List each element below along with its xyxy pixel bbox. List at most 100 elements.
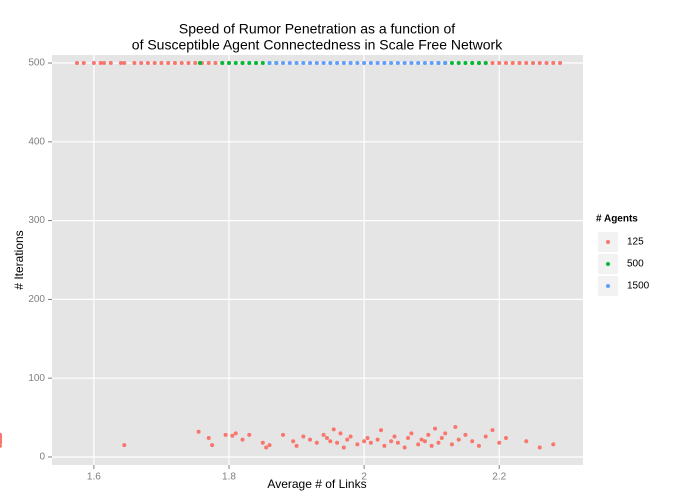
point	[210, 443, 215, 448]
point	[145, 61, 150, 66]
point	[108, 61, 113, 66]
point	[287, 61, 292, 66]
point	[0, 436, 2, 441]
point	[463, 432, 468, 437]
point	[375, 61, 380, 66]
point	[267, 443, 272, 448]
point	[260, 61, 265, 66]
x-axis-label: Average # of Links	[267, 477, 366, 491]
x-tick-label: 2.2	[492, 472, 506, 483]
point	[328, 439, 333, 444]
point	[301, 61, 306, 66]
point	[179, 61, 184, 66]
legend-marker	[606, 240, 610, 244]
legend-marker	[606, 284, 610, 288]
y-tick-label: 300	[28, 215, 45, 226]
point	[433, 426, 438, 431]
point	[402, 445, 407, 450]
point	[426, 432, 431, 437]
point	[419, 437, 424, 442]
point	[193, 61, 198, 66]
point	[524, 61, 529, 66]
point	[321, 61, 326, 66]
point	[331, 427, 336, 432]
point	[172, 61, 177, 66]
point	[0, 432, 2, 437]
point	[274, 61, 279, 66]
point	[74, 61, 79, 66]
y-tick-label: 500	[28, 58, 45, 69]
point	[345, 437, 350, 442]
point	[220, 61, 225, 66]
point	[132, 61, 137, 66]
point	[233, 61, 238, 66]
point	[0, 443, 2, 448]
point	[368, 61, 373, 66]
point	[335, 61, 340, 66]
point	[402, 61, 407, 66]
point	[389, 439, 394, 444]
point	[443, 431, 448, 436]
point	[362, 439, 367, 444]
point	[449, 442, 454, 447]
point	[406, 436, 411, 441]
point	[439, 436, 444, 441]
x-tick-label: 1.6	[87, 472, 101, 483]
point	[348, 434, 353, 439]
point	[196, 429, 201, 434]
point	[308, 61, 313, 66]
x-tick-label: 2	[361, 472, 367, 483]
point	[341, 61, 346, 66]
point	[355, 442, 360, 447]
point	[281, 61, 286, 66]
point	[395, 440, 400, 445]
point	[416, 61, 421, 66]
point	[470, 439, 475, 444]
point	[503, 436, 508, 441]
point	[551, 442, 556, 447]
point	[254, 61, 259, 66]
point	[166, 61, 171, 66]
point	[449, 61, 454, 66]
point	[524, 439, 529, 444]
point	[365, 436, 370, 441]
point	[429, 443, 434, 448]
point	[436, 61, 441, 66]
point	[510, 61, 515, 66]
legend-label: 500	[627, 259, 644, 270]
point	[159, 61, 164, 66]
point	[443, 61, 448, 66]
point	[324, 436, 329, 441]
legend-label: 1500	[627, 281, 650, 292]
point	[197, 61, 202, 66]
point	[355, 61, 360, 66]
point	[422, 61, 427, 66]
point	[537, 61, 542, 66]
point	[503, 61, 508, 66]
point	[531, 61, 536, 66]
point	[483, 434, 488, 439]
point	[301, 434, 306, 439]
y-tick-label: 400	[28, 136, 45, 147]
point	[392, 434, 397, 439]
point	[247, 61, 252, 66]
point	[382, 61, 387, 66]
point	[233, 431, 238, 436]
point	[409, 431, 414, 436]
point	[328, 61, 333, 66]
point	[436, 440, 441, 445]
point	[291, 439, 296, 444]
point	[122, 61, 127, 66]
point	[294, 443, 299, 448]
point	[213, 61, 218, 66]
y-axis-label: # Iterations	[12, 230, 26, 289]
legend-title: # Agents	[596, 214, 638, 225]
point	[537, 445, 542, 450]
point	[206, 61, 211, 66]
point	[206, 436, 211, 441]
point	[223, 432, 228, 437]
legend-marker	[606, 262, 610, 266]
point	[409, 61, 414, 66]
point	[429, 61, 434, 66]
